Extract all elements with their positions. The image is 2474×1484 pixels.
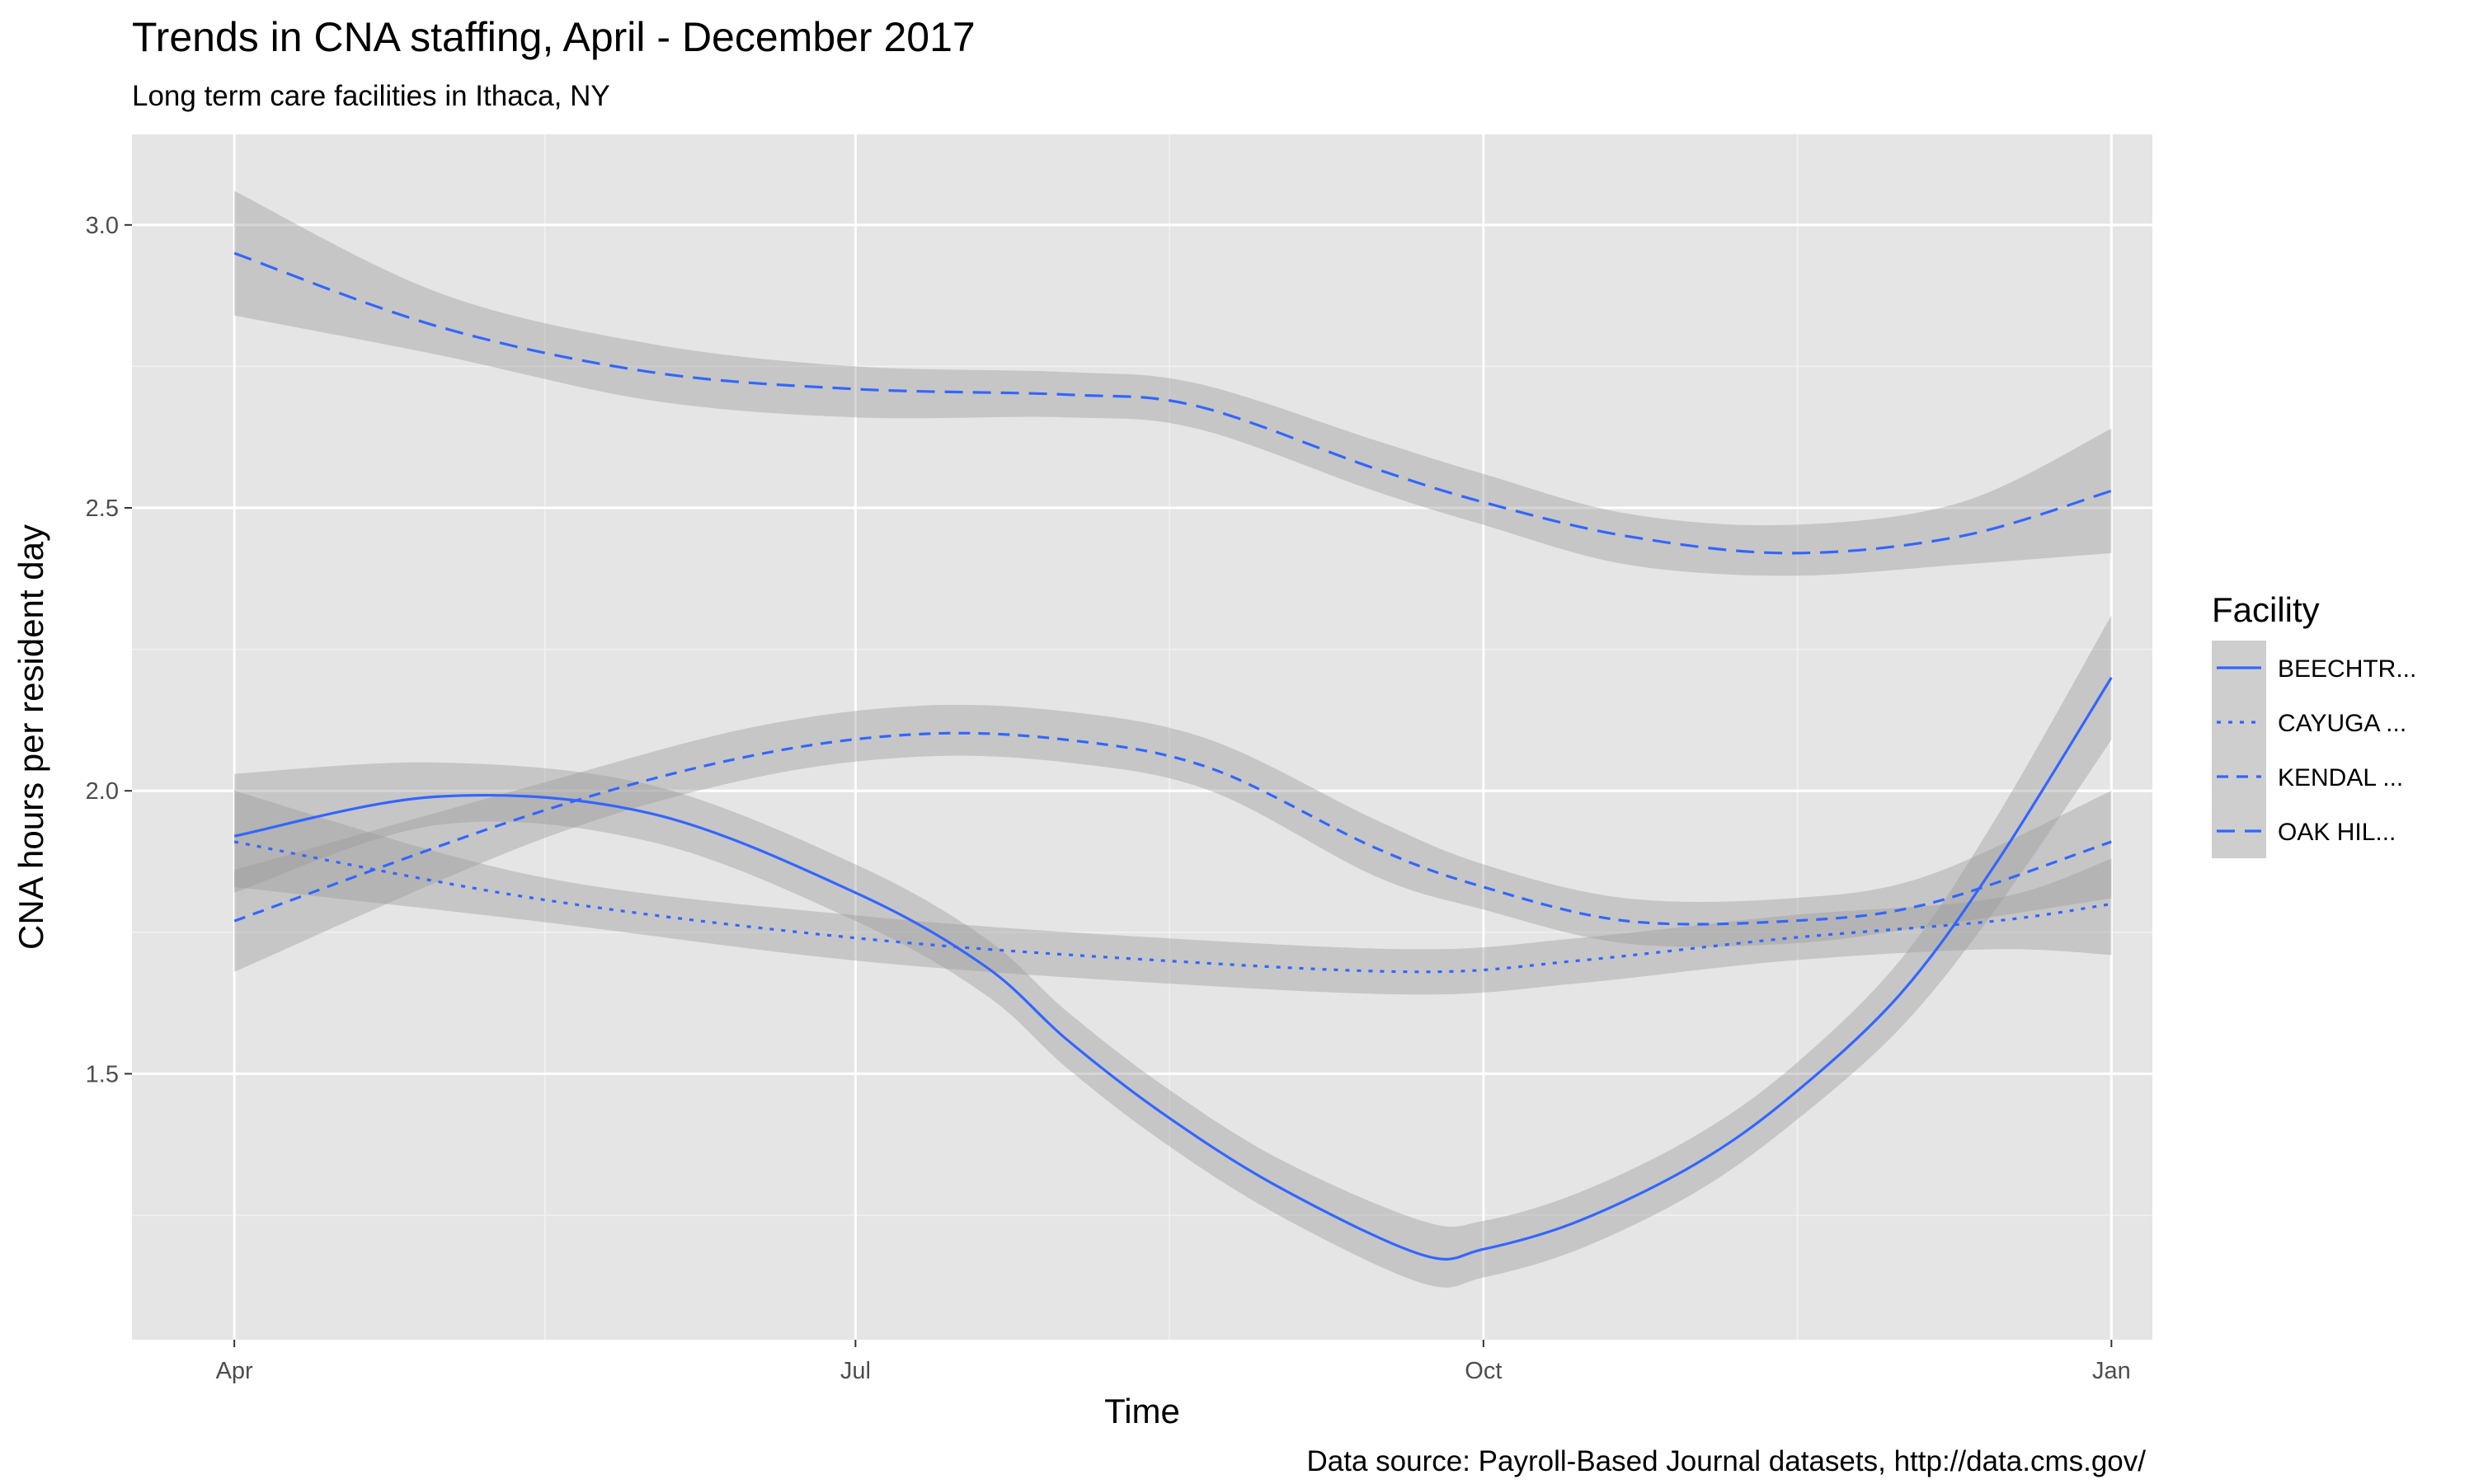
y-tick-label: 1.5	[86, 1061, 119, 1087]
x-axis: Apr Jul Oct Jan	[216, 1340, 2131, 1384]
legend-label: BEECHTR...	[2278, 655, 2416, 683]
legend-label: OAK HIL...	[2278, 819, 2396, 846]
confidence-band-4	[234, 190, 2112, 576]
chart-subtitle: Long term care facilities in Ithaca, NY	[132, 80, 610, 112]
trend-line-1	[233, 677, 2113, 1261]
legend-label: KENDAL ...	[2278, 764, 2403, 791]
grid-minor	[132, 134, 2152, 1340]
y-axis-title: CNA hours per resident day	[12, 524, 50, 950]
x-axis-title: Time	[1104, 1392, 1180, 1430]
chart-title: Trends in CNA staffing, April - December…	[132, 14, 976, 60]
y-tick-label: 2.5	[86, 495, 119, 522]
y-tick-label: 2.0	[86, 778, 119, 805]
legend-title: Facility	[2212, 590, 2320, 629]
x-tick-label: Oct	[1465, 1358, 1502, 1384]
legend: Facility BEECHTR... CAYUGA ... KENDAL ... O…	[2212, 590, 2416, 858]
legend-item: BEECHTR...	[2212, 641, 2416, 695]
confidence-band-3	[234, 704, 2112, 972]
confidence-bands	[234, 190, 2112, 1288]
chart-caption: Data source: Payroll-Based Journal datas…	[1307, 1445, 2147, 1477]
x-tick-label: Jan	[2092, 1358, 2131, 1384]
legend-item: OAK HIL...	[2212, 804, 2396, 858]
plot-panel	[132, 134, 2152, 1340]
trend-lines	[233, 251, 2113, 1261]
y-tick-label: 3.0	[86, 213, 119, 239]
x-tick-label: Apr	[216, 1358, 253, 1384]
legend-item: KENDAL ...	[2212, 749, 2403, 804]
legend-item: CAYUGA ...	[2212, 695, 2406, 749]
confidence-band-2	[234, 791, 2112, 995]
y-axis: 1.5 2.0 2.5 3.0	[86, 213, 132, 1087]
trend-line-4	[233, 251, 2112, 555]
legend-label: CAYUGA ...	[2278, 710, 2406, 737]
trend-line-3	[233, 731, 2112, 926]
trend-line-2	[233, 840, 2112, 974]
legend-items: BEECHTR... CAYUGA ... KENDAL ... OAK HIL...	[2212, 641, 2416, 858]
x-tick-label: Jul	[840, 1358, 871, 1384]
grid-major	[132, 134, 2152, 1340]
